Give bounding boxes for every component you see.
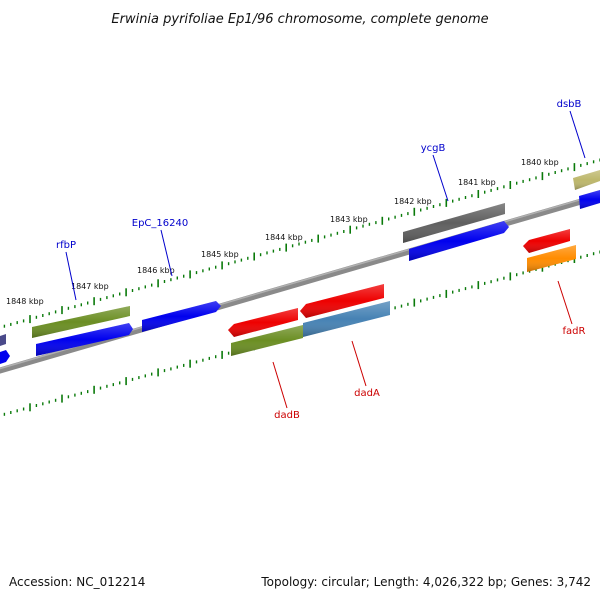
scale-label-1844: 1844 kbp <box>265 233 303 242</box>
scale-label-1846: 1846 kbp <box>137 266 175 275</box>
label-fadR: fadR <box>563 326 586 337</box>
gene-dsbB[interactable] <box>579 190 600 209</box>
scale-label-1848: 1848 kbp <box>6 297 44 306</box>
scale-label-1843: 1843 kbp <box>330 215 368 224</box>
gene-fadR-track[interactable] <box>527 245 576 272</box>
forward-strand-genes <box>0 170 600 364</box>
gene-dsbB-track[interactable] <box>573 170 600 190</box>
gene-fadR[interactable] <box>523 229 570 253</box>
label-dadA: dadA <box>354 388 380 399</box>
label-rfbP: rfbP <box>56 240 76 251</box>
gene-dadA-track[interactable] <box>303 301 390 337</box>
gene-feature-left[interactable] <box>0 334 10 364</box>
scale-label-1840: 1840 kbp <box>521 158 559 167</box>
scale-label-1841: 1841 kbp <box>458 178 496 187</box>
gene-dadA[interactable] <box>300 284 384 318</box>
gene-EpC_16240[interactable] <box>142 301 221 332</box>
gene-ycgB[interactable] <box>409 221 509 261</box>
gene-ycgB-track[interactable] <box>403 203 505 243</box>
gene-rfbP[interactable] <box>36 323 133 356</box>
scale-ruler-outer <box>3 158 600 328</box>
gene-labels: rfbP EpC_16240 ycgB dsbB dadB dadA fadR <box>56 99 586 421</box>
reverse-strand-genes <box>228 229 576 356</box>
label-dsbB: dsbB <box>557 99 582 110</box>
map-title: Erwinia pyrifoliae Ep1/96 chromosome, co… <box>111 12 488 27</box>
scale-label-1847: 1847 kbp <box>71 282 109 291</box>
topology-summary: Topology: circular; Length: 4,026,322 bp… <box>260 575 591 589</box>
label-dadB: dadB <box>274 410 300 421</box>
scale-labels: 1848 kbp 1847 kbp 1846 kbp 1845 kbp 1844… <box>6 158 559 306</box>
gene-feature[interactable] <box>32 306 130 338</box>
label-ycgB: ycgB <box>421 143 446 154</box>
label-leaders <box>65 110 586 409</box>
scale-label-1842: 1842 kbp <box>394 197 432 206</box>
label-EpC_16240: EpC_16240 <box>132 218 188 229</box>
gene-dadB[interactable] <box>228 308 298 337</box>
gene-dadB-track[interactable] <box>231 325 303 356</box>
scale-label-1845: 1845 kbp <box>201 250 239 259</box>
accession-text: Accession: NC_012214 <box>9 575 145 589</box>
